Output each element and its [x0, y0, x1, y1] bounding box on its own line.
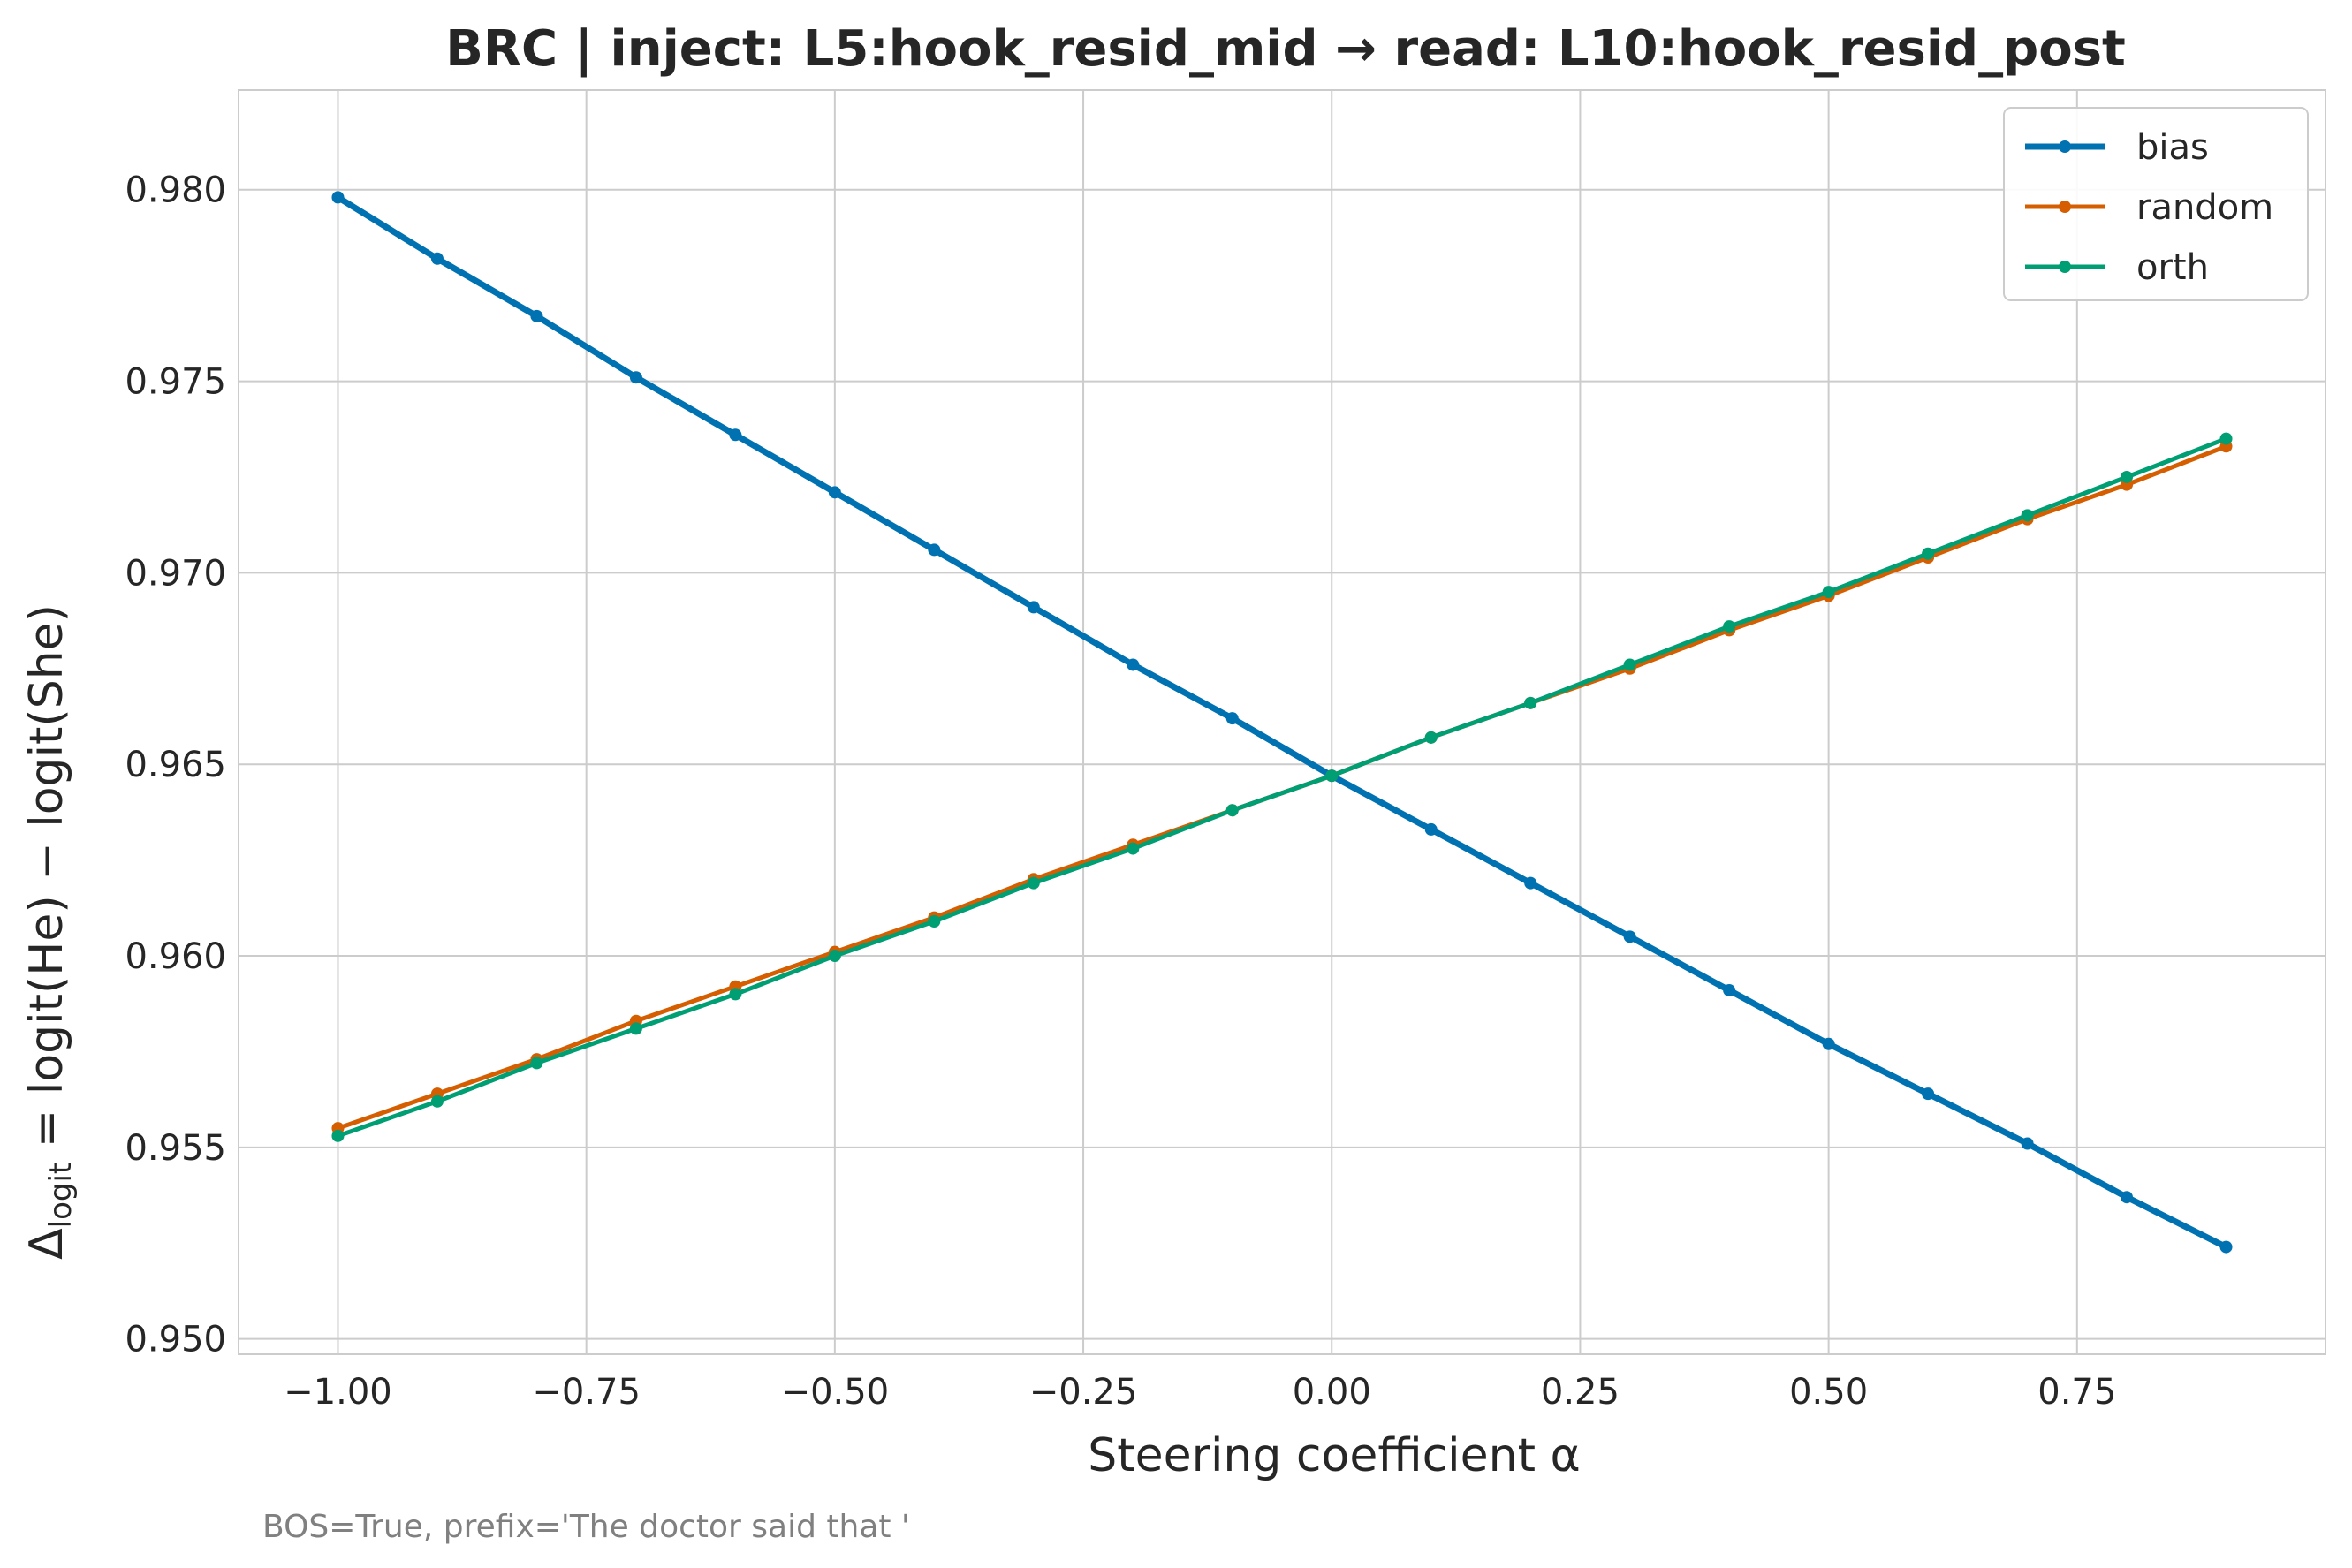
- y-tick-label: 0.965: [125, 745, 226, 785]
- y-tick-labels: 0.950 0.955 0.960 0.965 0.970 0.975 0.980: [125, 170, 226, 1360]
- data-point-bias: [828, 486, 841, 499]
- y-tick-label: 0.955: [125, 1128, 226, 1169]
- data-point-orth: [2021, 509, 2034, 522]
- data-point-orth: [1524, 696, 1537, 709]
- data-point-bias: [2021, 1137, 2034, 1150]
- data-point-bias: [629, 371, 642, 384]
- data-point-orth: [2219, 432, 2233, 445]
- data-point-bias: [1225, 712, 1239, 725]
- data-point-orth: [928, 914, 941, 928]
- data-point-bias: [1027, 601, 1040, 614]
- data-point-bias: [729, 428, 742, 442]
- data-point-orth: [729, 988, 742, 1001]
- legend-marker-orth: [2059, 261, 2071, 273]
- x-tick-label: −0.75: [532, 1372, 641, 1413]
- legend-marker-bias: [2059, 140, 2071, 153]
- data-point-bias: [1623, 930, 1636, 943]
- data-point-orth: [1922, 547, 1935, 560]
- data-point-orth: [1127, 842, 1140, 855]
- data-point-orth: [1424, 731, 1438, 744]
- series-layer: [331, 191, 2233, 1254]
- y-axis-title-delta: Δ: [20, 1228, 73, 1260]
- data-point-bias: [1424, 822, 1438, 836]
- x-tick-label: −0.50: [781, 1372, 890, 1413]
- plot-frame: [238, 89, 2326, 1355]
- data-point-orth: [1225, 804, 1239, 817]
- data-point-bias: [1723, 984, 1736, 997]
- y-tick-label: 0.975: [125, 362, 226, 403]
- data-point-bias: [2219, 1240, 2233, 1254]
- data-point-bias: [430, 252, 444, 265]
- legend-label-random: random: [2136, 187, 2273, 228]
- data-point-bias: [530, 309, 543, 322]
- data-point-orth: [530, 1057, 543, 1070]
- data-point-orth: [1623, 658, 1636, 671]
- legend: bias random orth: [2003, 107, 2309, 301]
- series-line-bias: [335, 193, 2229, 1251]
- legend-box: [2003, 107, 2309, 301]
- y-tick-label: 0.970: [125, 553, 226, 594]
- y-axis-title-rest: = logit(He) − logit(She): [20, 604, 73, 1163]
- data-point-orth: [2121, 470, 2134, 483]
- x-tick-label: −0.25: [1029, 1372, 1138, 1413]
- footnote: BOS=True, prefix='The doctor said that ': [262, 1509, 910, 1545]
- legend-marker-random: [2059, 201, 2071, 213]
- data-point-bias: [1822, 1037, 1835, 1050]
- x-tick-labels: −1.00 −0.75 −0.50 −0.25 0.00 0.25 0.50 0.75: [284, 1372, 2116, 1413]
- x-tick-label: −1.00: [284, 1372, 392, 1413]
- chart-title: BRC | inject: L5:hook_resid_mid → read: …: [445, 20, 2126, 78]
- x-tick-label: 0.75: [2037, 1372, 2116, 1413]
- data-point-bias: [2121, 1191, 2134, 1204]
- x-tick-label: 0.50: [1789, 1372, 1868, 1413]
- y-axis-title: Δlogit = logit(He) − logit(She): [20, 604, 79, 1260]
- data-point-orth: [1325, 769, 1339, 783]
- legend-label-bias: bias: [2136, 127, 2209, 168]
- y-tick-label: 0.950: [125, 1320, 226, 1360]
- y-tick-label: 0.980: [125, 170, 226, 211]
- data-point-bias: [1127, 658, 1140, 671]
- data-point-bias: [928, 543, 941, 557]
- data-point-bias: [1922, 1087, 1935, 1101]
- data-point-bias: [331, 191, 345, 204]
- y-tick-label: 0.960: [125, 936, 226, 977]
- series-line-orth: [336, 436, 2228, 1139]
- y-axis-title-subscript: logit: [43, 1163, 79, 1229]
- data-point-orth: [1027, 876, 1040, 890]
- data-point-orth: [1723, 620, 1736, 633]
- series-bias: [331, 191, 2233, 1254]
- data-point-bias: [1524, 876, 1537, 890]
- data-point-orth: [331, 1129, 345, 1142]
- data-point-orth: [430, 1095, 444, 1108]
- x-tick-label: 0.00: [1293, 1372, 1371, 1413]
- legend-item-bias: bias: [2025, 127, 2209, 168]
- legend-label-orth: orth: [2136, 247, 2209, 288]
- x-tick-label: 0.25: [1541, 1372, 1620, 1413]
- data-point-orth: [828, 950, 841, 963]
- grid: [239, 90, 2325, 1354]
- data-point-orth: [1822, 586, 1835, 599]
- data-point-orth: [629, 1022, 642, 1035]
- legend-item-orth: orth: [2025, 247, 2209, 288]
- x-axis-title: Steering coefficient α: [1088, 1429, 1581, 1482]
- legend-item-random: random: [2025, 187, 2273, 228]
- svg-text:Δlogit = logit(He) − logit(She: Δlogit = logit(He) − logit(She): [20, 604, 79, 1260]
- series-orth: [331, 432, 2233, 1142]
